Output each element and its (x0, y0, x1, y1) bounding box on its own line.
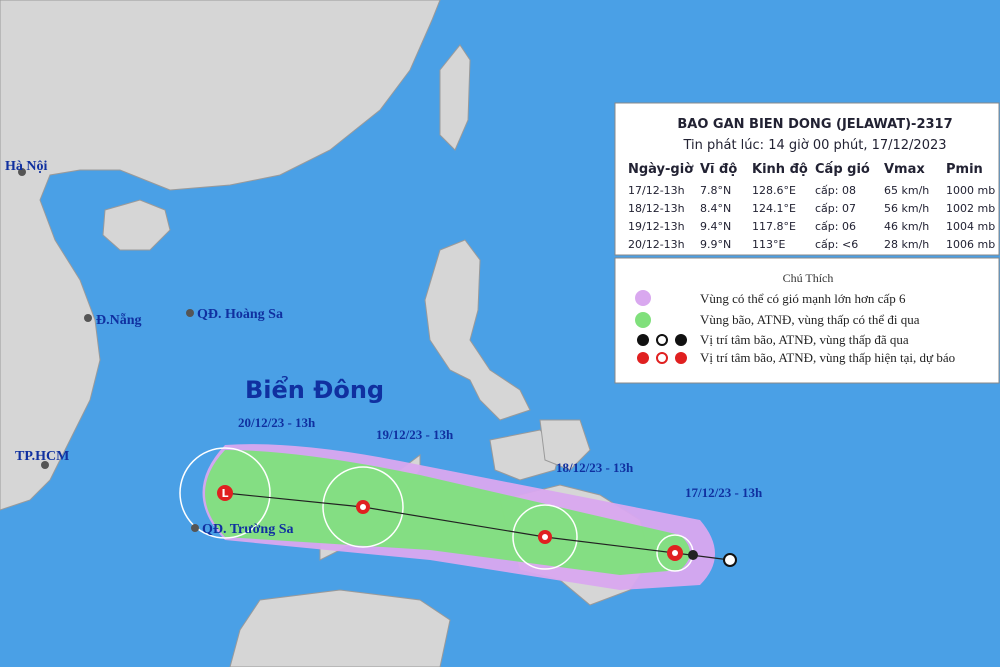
table-cell: cấp: 07 (815, 202, 856, 215)
legend: Chú Thích Vùng có thể có gió mạnh lớn hơ… (614, 257, 1000, 384)
table-cell: cấp: 08 (815, 184, 856, 197)
place-label: TP.HCM (15, 449, 69, 464)
table-cell: 17/12-13h (628, 184, 685, 197)
table-cell: 7.8°N (700, 184, 731, 197)
table-title: BAO GAN BIEN DONG (JELAWAT)-2317 (677, 117, 952, 132)
track-label: 18/12/23 - 13h (556, 460, 634, 475)
legend-swatch (635, 290, 651, 306)
table-cell: 1006 mb (946, 238, 995, 251)
table-cell: cấp: 06 (815, 220, 856, 233)
table-cell: 128.6°E (752, 184, 796, 197)
table-box (614, 102, 1000, 256)
table-cell: 113°E (752, 238, 785, 251)
legend-swatch (637, 352, 687, 364)
place-label: Hà Nội (5, 159, 48, 174)
column-header: Ngày-giờ (628, 162, 694, 177)
column-header: Kinh độ (752, 162, 808, 177)
place-dots (18, 168, 199, 532)
column-header: Pmin (946, 162, 983, 177)
table-cell: 56 km/h (884, 202, 929, 215)
table-cell: 124.1°E (752, 202, 796, 215)
table-cell: 9.9°N (700, 238, 731, 251)
table-cell: 20/12-13h (628, 238, 685, 251)
storm-zone (205, 450, 690, 575)
track-label: 19/12/23 - 13h (376, 427, 454, 442)
table-cell: 117.8°E (752, 220, 796, 233)
legend-item: Vùng bão, ATNĐ, vùng thấp có thể đi qua (700, 312, 920, 327)
table-cell: 19/12-13h (628, 220, 685, 233)
table-cell: 1004 mb (946, 220, 995, 233)
column-header: Vĩ độ (700, 162, 737, 177)
legend-swatch (635, 312, 651, 328)
track-label: 17/12/23 - 13h (685, 485, 763, 500)
column-header: Cấp gió (815, 162, 870, 177)
table-cell: 8.4°N (700, 202, 731, 215)
legend-item: Vị trí tâm bão, ATNĐ, vùng thấp đã qua (700, 332, 909, 347)
table-cell: 65 km/h (884, 184, 929, 197)
past-position (688, 550, 698, 560)
table-cell: 1000 mb (946, 184, 995, 197)
legend-swatch (637, 334, 687, 346)
table-cell: 1002 mb (946, 202, 995, 215)
place-label: Đ.Nẵng (96, 312, 142, 328)
legend-item: Vị trí tâm bão, ATNĐ, vùng thấp hiện tại… (700, 350, 955, 365)
column-header: Vmax (884, 162, 925, 177)
table-cell: 18/12-13h (628, 202, 685, 215)
place-label: QĐ. Hoàng Sa (197, 307, 283, 322)
table-cell: 28 km/h (884, 238, 929, 251)
table-cell: 46 km/h (884, 220, 929, 233)
track-label: 20/12/23 - 13h (238, 415, 316, 430)
table-cell: 9.4°N (700, 220, 731, 233)
place-label: QĐ. Trường Sa (202, 522, 294, 537)
issued: Tin phát lúc: 14 giờ 00 phút, 17/12/2023 (682, 138, 946, 153)
info-table: BAO GAN BIEN DONG (JELAWAT)-2317 Tin phá… (614, 102, 1000, 256)
sea-label: Biển Đông (245, 374, 384, 404)
table-cell: cấp: <6 (815, 238, 858, 251)
legend-title: Chú Thích (783, 271, 834, 285)
forecast-positions: L (217, 485, 683, 561)
past-position (723, 553, 737, 567)
svg-text:L: L (221, 487, 228, 500)
legend-item: Vùng có thể có gió mạnh lớn hơn cấp 6 (700, 291, 906, 306)
